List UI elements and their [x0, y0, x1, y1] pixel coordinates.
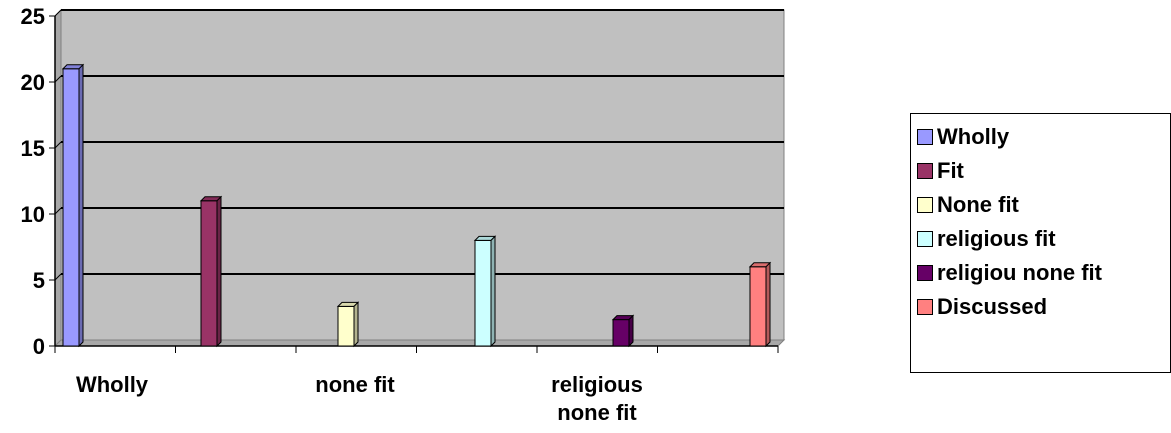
legend-swatch: [917, 299, 933, 315]
bar: [337, 305, 355, 347]
bar: [200, 200, 218, 347]
gridline-side: [54, 75, 62, 83]
bar-side: [353, 301, 359, 348]
gridline-side: [54, 9, 62, 17]
y-tick-label: 5: [33, 268, 45, 293]
y-tick-label: 20: [21, 70, 45, 95]
y-tick-label: 0: [33, 334, 45, 359]
bar-side: [490, 235, 496, 348]
plot-side-wall: [54, 8, 62, 348]
legend-swatch: [917, 231, 933, 247]
bar-side: [628, 314, 634, 348]
legend-item: religiou none fit: [911, 256, 1170, 290]
legend-swatch: [917, 163, 933, 179]
y-tick-label: 10: [21, 202, 45, 227]
bar-side: [765, 261, 771, 348]
legend-item: Wholly: [911, 120, 1170, 154]
gridline-side: [54, 207, 62, 215]
x-tick-label: religious none fit: [551, 372, 643, 425]
bar-side: [78, 63, 84, 348]
legend-item: religious fit: [911, 222, 1170, 256]
legend-label: Fit: [937, 158, 964, 183]
legend-item: Fit: [911, 154, 1170, 188]
bar: [474, 239, 492, 347]
legend-label: None fit: [937, 192, 1019, 217]
legend-label: Discussed: [937, 294, 1048, 319]
gridline-side: [54, 273, 62, 281]
gridline-side: [54, 141, 62, 149]
legend: Wholly Fit None fit religious fit religiou n…: [910, 113, 1171, 373]
legend-swatch: [917, 265, 933, 281]
legend-swatch: [917, 197, 933, 213]
y-tick-label: 15: [21, 136, 45, 161]
x-tick-label: none fit: [315, 372, 395, 397]
legend-label: Wholly: [937, 124, 1010, 149]
legend-swatch: [917, 129, 933, 145]
plot-area: [60, 9, 785, 341]
bar: [749, 266, 767, 347]
y-tick-label: 25: [21, 4, 45, 29]
bar: [62, 68, 80, 347]
legend-label: religiou none fit: [937, 260, 1102, 285]
legend-label: religious fit: [937, 226, 1056, 251]
legend-item: None fit: [911, 188, 1170, 222]
plot-floor: [53, 339, 786, 347]
bar-side: [216, 195, 222, 348]
x-tick-label: Wholly: [76, 372, 149, 397]
legend-item: Discussed: [911, 290, 1170, 324]
bar: [612, 319, 630, 347]
